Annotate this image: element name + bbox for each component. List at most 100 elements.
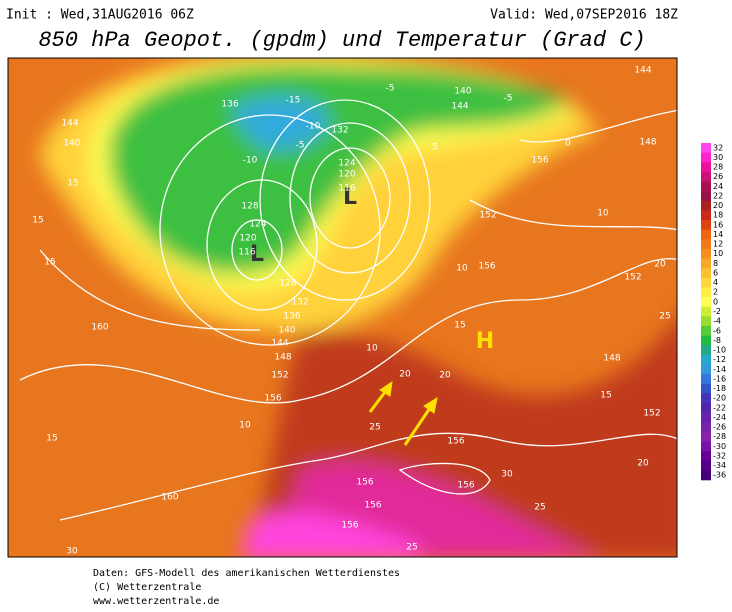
colorbar-label: -12 <box>713 355 726 364</box>
contour-label: 140 <box>454 87 471 97</box>
pressure-center: H <box>476 329 494 354</box>
contour-label: 136 <box>221 100 238 110</box>
map-frame <box>7 57 678 558</box>
contour-label: -10 <box>306 122 321 132</box>
footer-line: Daten: GFS-Modell des amerikanischen Wet… <box>93 568 400 579</box>
contour-label: 160 <box>161 493 178 503</box>
colorbar-swatch <box>701 143 711 153</box>
colorbar-label: 24 <box>713 182 723 191</box>
colorbar-swatch <box>701 325 711 336</box>
contour-label: 10 <box>239 421 251 431</box>
contour-label: 140 <box>63 139 80 149</box>
contour-label: 156 <box>264 394 281 404</box>
contour-label: 156 <box>356 478 373 488</box>
contour-label: -5 <box>386 84 395 94</box>
contour-label: 25 <box>534 503 545 513</box>
contour-label: 156 <box>364 501 381 511</box>
colorbar-swatch <box>701 181 711 192</box>
colorbar-swatch <box>701 335 711 346</box>
colorbar-swatch <box>701 220 711 230</box>
colorbar-label: 22 <box>713 191 723 200</box>
colorbar-label: -20 <box>713 394 726 403</box>
contour-label: 156 <box>341 521 358 531</box>
contour-label: 0 <box>565 139 571 149</box>
colorbar-swatch <box>701 239 711 250</box>
colorbar-label: 4 <box>713 278 718 287</box>
contour-label: 15 <box>454 321 465 331</box>
colorbar-swatch <box>701 316 711 327</box>
colorbar-label: 8 <box>713 259 718 268</box>
colorbar-swatch <box>701 460 711 471</box>
colorbar-swatch <box>701 393 711 404</box>
contour-label: 144 <box>634 66 651 76</box>
colorbar-label: -4 <box>713 317 721 326</box>
contour-label: 15 <box>600 391 611 401</box>
contour-label: 25 <box>659 312 670 322</box>
colorbar-swatch <box>701 451 711 462</box>
pressure-center: L <box>250 242 264 267</box>
colorbar-label: -2 <box>713 307 721 316</box>
colorbar-label: -32 <box>713 451 726 460</box>
contour-label: 124 <box>249 220 266 230</box>
contour-label: 148 <box>274 353 291 363</box>
colorbar-swatch <box>701 191 711 202</box>
colorbar-label: 0 <box>713 297 718 306</box>
colorbar-swatch <box>701 306 711 317</box>
colorbar-swatch <box>701 441 711 452</box>
contour-label: 160 <box>91 323 108 333</box>
colorbar-label: -10 <box>713 346 726 355</box>
contour-label: 136 <box>283 312 300 322</box>
colorbar-label: -8 <box>713 336 721 345</box>
contour-label: 156 <box>478 262 495 272</box>
map-area: LLH1441401361321241201161281241201161281… <box>8 58 677 557</box>
colorbar-swatch <box>701 354 711 365</box>
contour-label: 25 <box>369 423 380 433</box>
contour-label: 144 <box>61 119 78 129</box>
colorbar-label: 6 <box>713 268 718 277</box>
colorbar-swatch <box>701 412 711 423</box>
contour-label: 5 <box>432 143 438 153</box>
contour-label: 144 <box>451 102 468 112</box>
contour-label: 148 <box>639 138 656 148</box>
contour-label: 30 <box>501 470 513 480</box>
colorbar-label: -34 <box>713 461 726 470</box>
contour-label: 148 <box>603 354 620 364</box>
colorbar-label: 32 <box>713 143 723 152</box>
colorbar-label: 12 <box>713 240 723 249</box>
arrows <box>368 380 438 446</box>
contour-label: -5 <box>504 94 513 104</box>
contour-label: 30 <box>66 547 78 557</box>
contour-label: 10 <box>597 209 609 219</box>
colorbar-swatch <box>701 402 711 413</box>
valid-time: Valid: Wed,07SEP2016 18Z <box>490 8 678 23</box>
colorbar-label: -22 <box>713 403 726 412</box>
contour-label: 15 <box>44 258 55 268</box>
colorbar-label: 28 <box>713 163 723 172</box>
contour-label: 124 <box>338 159 355 169</box>
colorbar-swatch <box>701 287 711 298</box>
colorbar-swatch <box>701 345 711 356</box>
colorbar-swatch <box>701 383 711 394</box>
contour-label: 20 <box>399 370 411 380</box>
colorbar-label: -14 <box>713 365 726 374</box>
contour-label: -15 <box>286 96 301 106</box>
colorbar-label: -18 <box>713 384 726 393</box>
pressure-center: L <box>343 185 357 210</box>
contour-label: 10 <box>456 264 468 274</box>
contours <box>19 99 677 521</box>
colorbar-label: -24 <box>713 413 726 422</box>
colorbar-swatch <box>701 374 711 385</box>
colorbar-label: 20 <box>713 201 723 210</box>
contour-label: 10 <box>366 344 378 354</box>
colorbar-swatch <box>701 277 711 288</box>
colorbar-label: 18 <box>713 211 723 220</box>
colorbar-label: 14 <box>713 230 723 239</box>
contour-label: 15 <box>32 216 43 226</box>
contour-label: 156 <box>457 481 474 491</box>
colorbar-swatch <box>701 422 711 433</box>
contour-label: 132 <box>331 126 348 136</box>
contour-label: -5 <box>296 141 305 151</box>
contour-label: 120 <box>239 234 256 244</box>
colorbar-swatch <box>701 152 711 163</box>
